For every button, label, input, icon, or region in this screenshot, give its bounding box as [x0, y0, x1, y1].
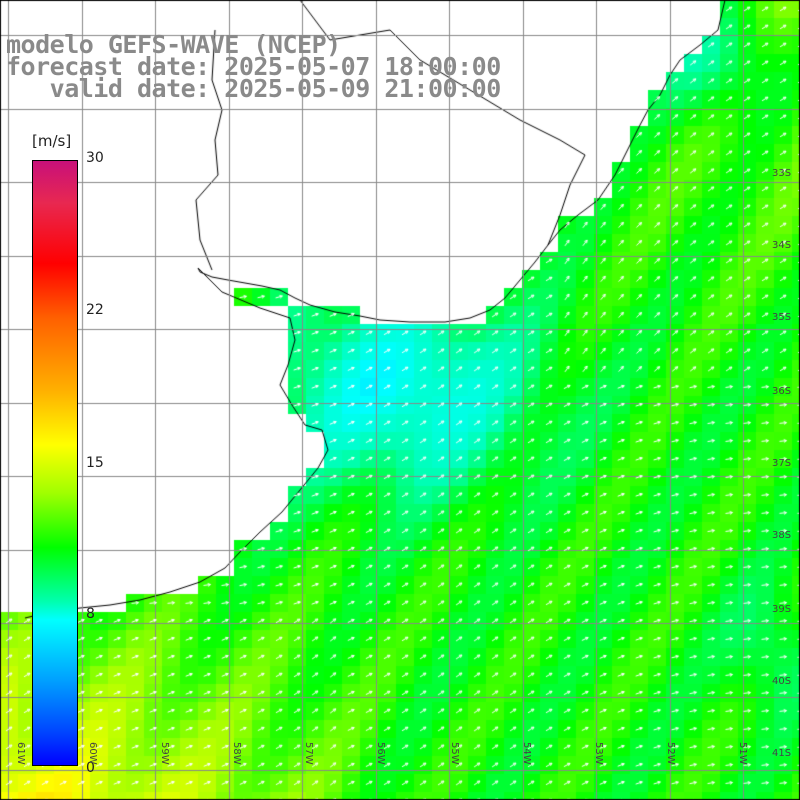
legend-colorbar [32, 160, 78, 766]
lat-label-34s: 34S [772, 240, 792, 251]
lon-label-57w: 57W [303, 742, 314, 765]
lat-label-39s: 39S [772, 604, 792, 615]
lat-label-36s: 36S [772, 386, 792, 397]
lon-label-51w: 51W [737, 742, 748, 765]
model-title: modelo GEFS-WAVE (NCEP) [6, 30, 341, 59]
lat-label-40s: 40S [772, 676, 792, 687]
lon-label-58w: 58W [231, 742, 242, 765]
lon-label-54w: 54W [521, 742, 532, 765]
lat-label-38s: 38S [772, 530, 792, 541]
legend-tick-15: 15 [86, 455, 104, 471]
lat-label-41s: 41S [772, 748, 792, 759]
lon-label-53w: 53W [593, 742, 604, 765]
valid-date: valid date: 2025-05-09 21:00:00 [6, 74, 502, 103]
lon-label-60w: 60W [87, 742, 98, 765]
lon-label-55w: 55W [449, 742, 460, 765]
lon-label-59w: 59W [159, 742, 170, 765]
forecast-date: forecast date: 2025-05-07 18:00:00 [6, 52, 501, 81]
lon-label-52w: 52W [665, 742, 676, 765]
lon-label-56w: 56W [375, 742, 386, 765]
legend-tick-30: 30 [86, 150, 104, 166]
lon-label-61w: 61W [15, 742, 26, 765]
legend-units: [m/s] [32, 132, 72, 150]
lat-label-33s: 33S [772, 168, 792, 179]
lat-label-37s: 37S [772, 458, 792, 469]
legend-tick-8: 8 [86, 606, 95, 622]
legend-tick-0: 0 [86, 760, 95, 776]
legend-tick-22: 22 [86, 302, 104, 318]
lat-label-35s: 35S [772, 312, 792, 323]
